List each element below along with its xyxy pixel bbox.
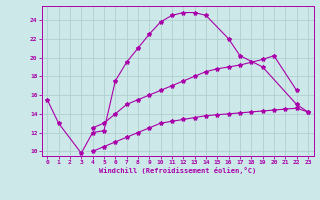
X-axis label: Windchill (Refroidissement éolien,°C): Windchill (Refroidissement éolien,°C) [99, 167, 256, 174]
